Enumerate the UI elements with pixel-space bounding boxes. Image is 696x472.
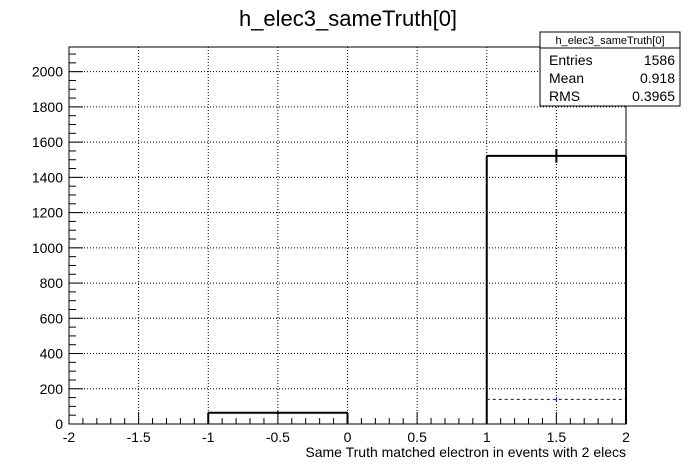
x-tick-label: -1.5 — [127, 429, 151, 445]
axes: -2 -1.5 -1 -0.5 0 0.5 1 1.5 2 0 200 400 600 800 1000 12… — [32, 53, 630, 445]
y-tick-label: 1400 — [32, 169, 63, 185]
y-tick-label: 1600 — [32, 134, 63, 150]
chart-title: h_elec3_sameTruth[0] — [239, 6, 457, 31]
data-series — [207, 149, 627, 425]
stats-mean-label: Mean — [549, 70, 584, 86]
x-tick-label: 0 — [344, 429, 352, 445]
y-tick-label: 200 — [40, 381, 64, 397]
y-tick-label: 1000 — [32, 240, 63, 256]
stats-entries-value: 1586 — [644, 52, 675, 68]
y-tick-label: 600 — [40, 310, 64, 326]
x-tick-label: 1.5 — [547, 429, 567, 445]
y-tick-label: 1200 — [32, 205, 63, 221]
stats-rms-label: RMS — [549, 88, 580, 104]
x-tick-label: 1 — [483, 429, 491, 445]
x-tick-label: 0.5 — [407, 429, 427, 445]
stats-entries-label: Entries — [549, 52, 593, 68]
x-axis-title: Same Truth matched electron in events wi… — [305, 444, 626, 460]
y-tick-label: 1800 — [32, 99, 63, 115]
stats-box: h_elec3_sameTruth[0] Entries 1586 Mean 0… — [539, 31, 681, 107]
stats-box-frame — [539, 31, 681, 107]
y-tick-label: 400 — [40, 346, 64, 362]
x-tick-label: -1 — [202, 429, 215, 445]
x-tick-label: -2 — [63, 429, 76, 445]
x-tick-label: 2 — [622, 429, 630, 445]
y-tick-label: 800 — [40, 275, 64, 291]
stats-rms-value: 0.3965 — [632, 88, 675, 104]
y-tick-label: 2000 — [32, 64, 63, 80]
stats-box-title: h_elec3_sameTruth[0] — [555, 35, 664, 47]
x-tick-label: -0.5 — [266, 429, 290, 445]
y-tick-label: 0 — [55, 416, 63, 432]
stats-mean-value: 0.918 — [640, 70, 675, 86]
